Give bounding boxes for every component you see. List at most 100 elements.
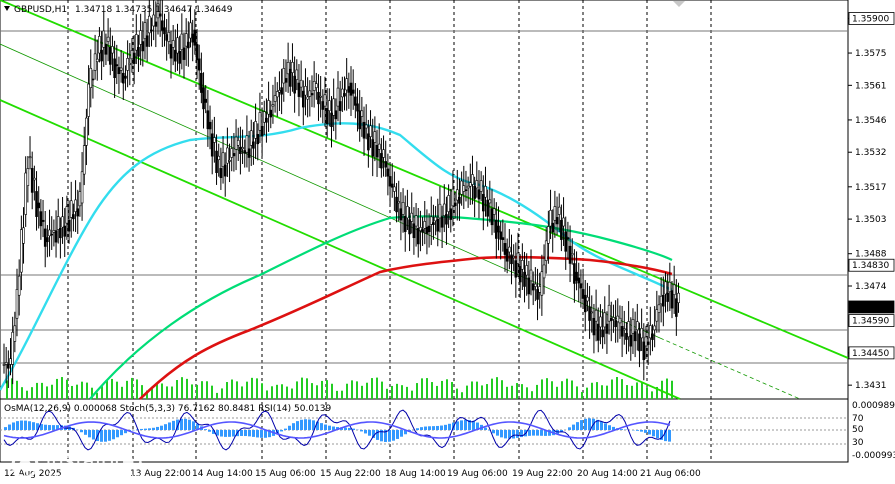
candle-body bbox=[126, 58, 129, 71]
osma-bar bbox=[32, 422, 35, 430]
candle-body bbox=[139, 30, 142, 45]
candle-body bbox=[429, 216, 433, 225]
time-label: 15 Aug 22:00 bbox=[320, 469, 381, 479]
osma-bar bbox=[460, 420, 463, 430]
candle-body bbox=[9, 358, 12, 365]
volume-bar bbox=[466, 385, 468, 399]
osma-bar bbox=[604, 423, 607, 430]
osma-bar bbox=[496, 430, 499, 436]
candle-body bbox=[306, 96, 309, 100]
candle-body bbox=[226, 147, 229, 164]
price-level-label: 1.34450 bbox=[852, 349, 889, 359]
candle-body bbox=[540, 271, 544, 296]
osma-bar bbox=[240, 430, 243, 436]
candle-body bbox=[137, 46, 140, 57]
candle-body bbox=[477, 189, 481, 200]
volume-bar bbox=[241, 386, 243, 399]
candle-body bbox=[260, 125, 264, 137]
volume-bar bbox=[426, 378, 428, 399]
candle-body bbox=[488, 199, 492, 204]
volume-bar bbox=[301, 377, 303, 399]
candle-body bbox=[668, 281, 672, 293]
time-label: 20 Aug 14:00 bbox=[577, 469, 638, 479]
candle-body bbox=[577, 277, 581, 284]
volume-bar bbox=[316, 385, 318, 399]
volume-bar bbox=[586, 387, 588, 399]
candle-body bbox=[293, 75, 296, 94]
osma-bar bbox=[396, 430, 399, 439]
candle-body bbox=[406, 206, 409, 219]
volume-bar bbox=[191, 384, 193, 399]
volume-bar bbox=[46, 386, 48, 399]
osma-bar bbox=[636, 430, 639, 431]
candle-body bbox=[72, 214, 75, 220]
candle-body bbox=[202, 87, 205, 110]
candle-body bbox=[393, 186, 396, 192]
volume-bar bbox=[456, 388, 458, 399]
volume-bar bbox=[666, 378, 668, 399]
volume-bar bbox=[476, 381, 478, 399]
osma-bar bbox=[84, 430, 87, 435]
candle-body bbox=[570, 253, 574, 256]
candle-body bbox=[466, 185, 470, 189]
candle-body bbox=[213, 137, 216, 143]
volume-bar bbox=[281, 384, 283, 399]
symbol-dropdown-icon[interactable] bbox=[4, 6, 10, 11]
volume-bar bbox=[151, 386, 153, 399]
osma-bar bbox=[48, 425, 51, 430]
candle-body bbox=[638, 333, 641, 352]
osma-bar bbox=[660, 430, 663, 440]
volume-bar bbox=[401, 385, 403, 399]
candle-body bbox=[208, 121, 212, 130]
candle-body bbox=[479, 180, 483, 192]
osma-bar bbox=[348, 427, 351, 430]
volume-bar bbox=[251, 377, 253, 399]
candle-body bbox=[256, 134, 260, 145]
candle-body bbox=[24, 172, 27, 215]
candle-body bbox=[575, 271, 578, 281]
candle-body bbox=[295, 69, 299, 80]
osma-bar bbox=[364, 430, 367, 434]
instaforex-logo: instaforex Instant Forex Trading bbox=[6, 448, 181, 483]
volume-bar bbox=[206, 381, 208, 399]
candle-body bbox=[252, 141, 255, 149]
candle-body bbox=[527, 277, 531, 295]
price-tick-label: 1.3532 bbox=[855, 148, 887, 158]
candle-body bbox=[351, 89, 355, 94]
osma-bar bbox=[332, 426, 335, 430]
osma-bar bbox=[180, 418, 183, 430]
candle-body bbox=[662, 294, 665, 307]
volume-bar bbox=[81, 381, 83, 399]
candle-body bbox=[503, 243, 507, 255]
candle-body bbox=[416, 228, 420, 245]
candle-body bbox=[325, 108, 329, 125]
volume-bar bbox=[176, 380, 178, 399]
volume-bar bbox=[471, 381, 473, 399]
volume-bar bbox=[71, 385, 73, 399]
candle-body bbox=[438, 203, 442, 219]
candle-body bbox=[453, 202, 457, 207]
indicator-panel: OsMA(12,26,9) 0.000068 Stoch(5,3,3) 76.7… bbox=[0, 404, 848, 451]
candle-body bbox=[50, 233, 54, 236]
osma-bar bbox=[296, 421, 299, 430]
osma-bar bbox=[644, 430, 647, 433]
indicator-tick-label: -0.000993 bbox=[852, 451, 895, 461]
candle-body bbox=[37, 202, 41, 209]
time-label: 14 Aug 14:00 bbox=[192, 469, 253, 479]
chart-shift-marker-icon[interactable] bbox=[673, 1, 685, 7]
volume-bar bbox=[256, 378, 258, 399]
osma-bar bbox=[416, 428, 419, 430]
candle-body bbox=[128, 62, 132, 65]
osma-bar bbox=[440, 425, 443, 430]
candle-body bbox=[282, 68, 286, 84]
candle-body bbox=[93, 53, 97, 71]
volume-bar bbox=[506, 386, 508, 399]
candle-body bbox=[512, 256, 515, 259]
volume-bar bbox=[181, 377, 183, 399]
candle-body bbox=[247, 148, 251, 158]
candle-body bbox=[195, 44, 199, 61]
candle-body bbox=[193, 29, 197, 46]
volume-bar bbox=[306, 378, 308, 399]
